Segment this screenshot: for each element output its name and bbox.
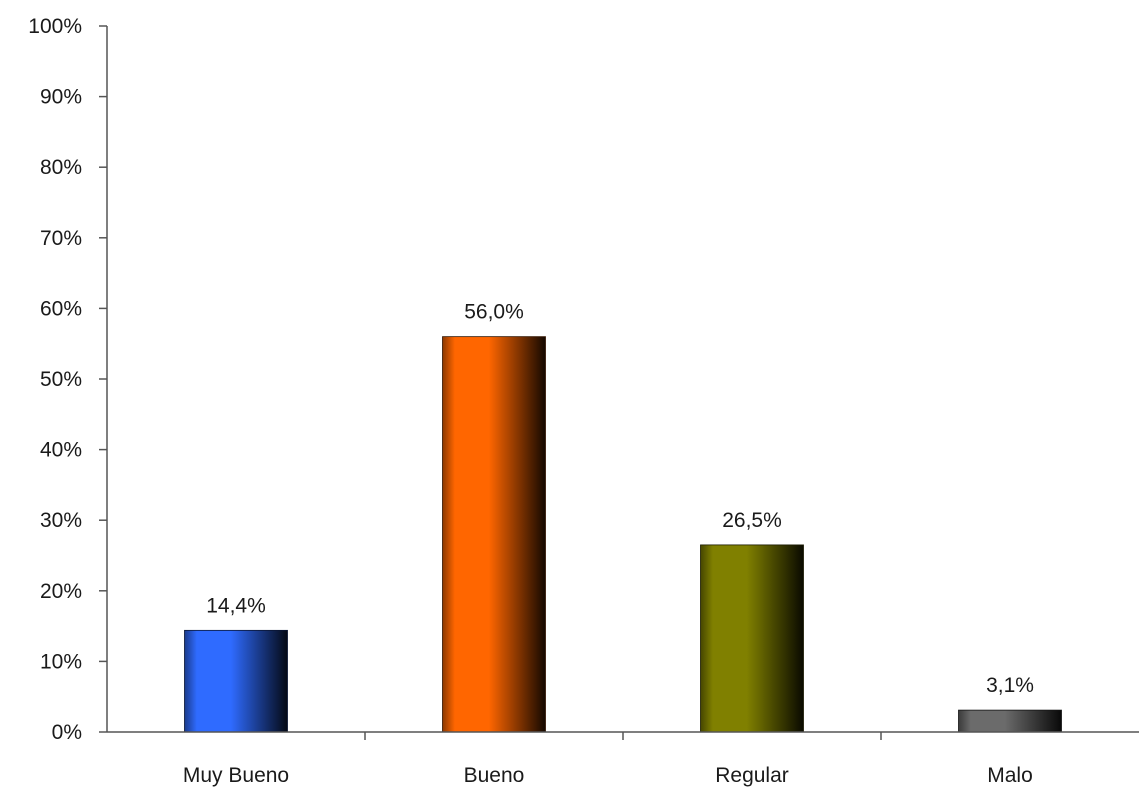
x-tick-label: Bueno <box>464 764 525 787</box>
axes-layer <box>106 26 1139 733</box>
data-label: 56,0% <box>464 301 524 324</box>
x-tick-label: Muy Bueno <box>183 764 289 787</box>
bar-bueno <box>442 336 546 733</box>
y-tick-label: 30% <box>40 509 82 532</box>
y-tick-label: 20% <box>40 580 82 603</box>
y-tick-label: 100% <box>28 15 82 38</box>
data-label: 26,5% <box>722 509 782 532</box>
y-tick-label: 60% <box>40 297 82 320</box>
x-tick-label: Regular <box>715 764 789 787</box>
data-label: 14,4% <box>206 594 266 617</box>
y-tick-label: 50% <box>40 368 82 391</box>
y-tick-label: 80% <box>40 156 82 179</box>
y-tick-label: 90% <box>40 86 82 109</box>
bars-layer <box>184 336 1062 733</box>
data-label: 3,1% <box>986 674 1034 697</box>
y-tick-label: 0% <box>52 721 82 744</box>
data-labels-layer: 14,4% 56,0% 26,5% 3,1% <box>206 301 1034 697</box>
y-tick-label: 40% <box>40 439 82 462</box>
bar-malo <box>958 709 1062 733</box>
y-tick-label: 70% <box>40 227 82 250</box>
x-tick-label: Malo <box>987 764 1033 787</box>
bar-regular <box>700 544 804 733</box>
x-axis-ticks: Muy Bueno Bueno Regular Malo <box>183 732 1033 787</box>
y-axis-ticks: 0% 10% 20% 30% 40% 50% 60% 70% 80% 90% 100% <box>28 15 107 744</box>
bar-muy-bueno <box>184 629 288 733</box>
y-tick-label: 10% <box>40 650 82 673</box>
